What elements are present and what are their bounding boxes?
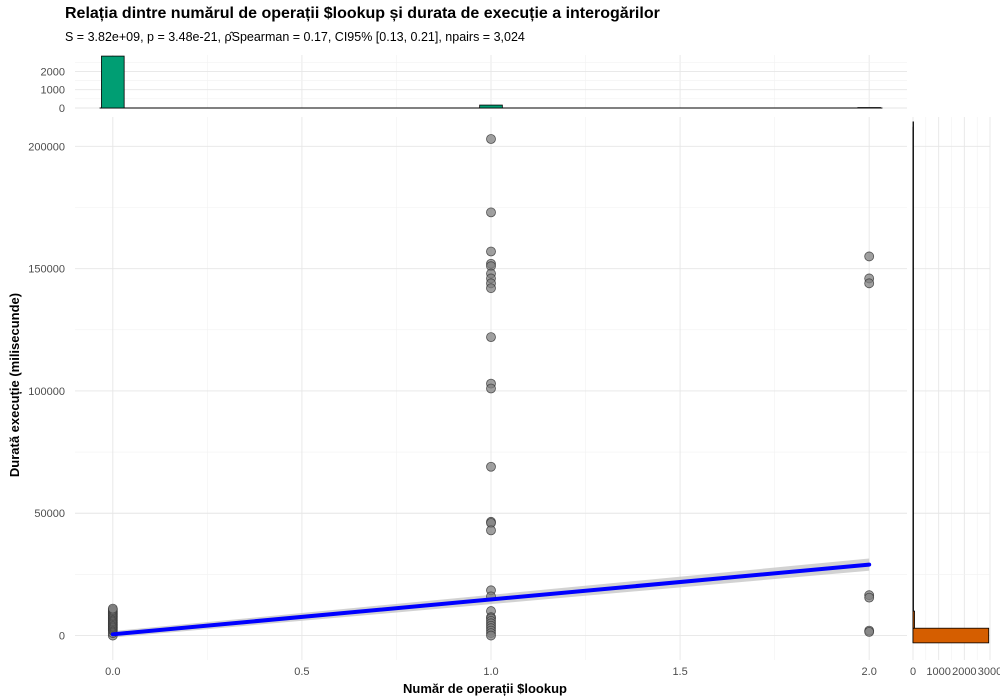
top-hist-bar [857, 107, 881, 109]
scatter-point [864, 278, 875, 289]
scatter-point [486, 525, 496, 536]
trend-line [110, 562, 872, 637]
right-hist-tick-label: 2000 [952, 666, 976, 678]
right-hist-bar [912, 121, 914, 612]
x-tick-label: 0.0 [105, 666, 120, 678]
right-hist-bar [912, 610, 915, 629]
scatter-point [486, 630, 496, 641]
right-hist-tick-label: 0 [910, 666, 916, 678]
top-hist-tick-label: 1000 [41, 85, 65, 97]
scatter-points-layer [107, 134, 875, 641]
top-hist-bar [479, 104, 503, 109]
right-hist-tick-label: 3000 [978, 666, 1000, 678]
scatter-point [486, 207, 496, 218]
scatter-point [486, 461, 496, 472]
y-tick-label: 200000 [28, 141, 65, 153]
top-histogram: 0 1000 2000 [41, 55, 907, 115]
scatter-point [107, 603, 118, 614]
x-tick-label: 1.5 [672, 666, 687, 678]
x-axis-title: Număr de operații $lookup [403, 681, 567, 696]
y-tick-label: 150000 [28, 264, 65, 276]
scatter-point [486, 283, 496, 294]
scatter-point [864, 251, 875, 262]
chart-title: Relația dintre numărul de operații $look… [65, 5, 660, 22]
scatter-point [864, 592, 875, 603]
top-hist-bar [101, 55, 125, 109]
trend-line-layer [110, 562, 872, 637]
x-tick-label: 0.5 [294, 666, 309, 678]
tick-labels-layer: 0.0 0.5 1.0 1.5 2.0 0 50000 100000 150000 200000 [28, 141, 877, 678]
scatter-point [486, 134, 496, 144]
top-hist-tick-label: 2000 [41, 66, 65, 78]
scatter-point [486, 332, 496, 343]
right-hist-tick-label: 1000 [926, 666, 950, 678]
y-axis-title: Durată execuție (milisecunde) [7, 293, 22, 477]
scatter-point [486, 383, 496, 394]
y-tick-label: 0 [59, 631, 65, 643]
x-tick-label: 2.0 [862, 666, 877, 678]
y-tick-label: 100000 [28, 386, 65, 398]
scatter-point [486, 246, 496, 257]
right-hist-bar [912, 627, 990, 644]
y-tick-label: 50000 [34, 508, 65, 520]
right-histogram: 0 1000 2000 3000 [910, 117, 1000, 678]
chart-subtitle: S = 3.82e+09, p = 3.48e-21, ρ̂Spearman =… [65, 30, 525, 44]
top-hist-tick-label: 0 [59, 103, 65, 115]
x-tick-label: 1.0 [483, 666, 498, 678]
scatter-point [864, 626, 875, 637]
